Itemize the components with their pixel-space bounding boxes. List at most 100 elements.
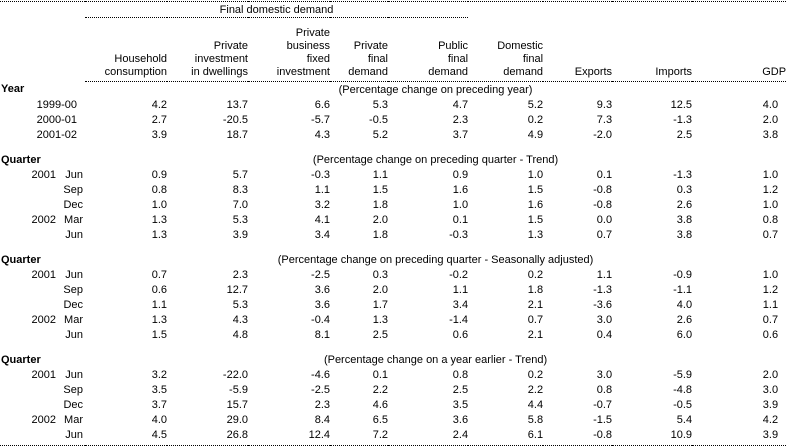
section-title: Year — [1, 83, 25, 96]
value-cell: 5.2 — [527, 98, 544, 111]
value-cell: -20.5 — [222, 113, 248, 126]
value-cell: 1.2 — [762, 183, 779, 196]
value-cell: 4.4 — [527, 398, 544, 411]
value-cell: 3.9 — [762, 398, 779, 411]
spanner-spacer-right — [468, 1, 786, 18]
value-cell: 0.7 — [596, 228, 613, 241]
value-cell: -0.8 — [593, 198, 613, 211]
section-title: Quarter — [1, 153, 41, 166]
table-row: Sep 0.6 12.7 3.6 2.0 1.1 1.8 -1.3 -1.1 1.2 — [0, 282, 786, 297]
table-row: Dec 1.1 5.3 3.6 1.7 3.4 2.1 -3.6 4.0 1.1 — [0, 297, 786, 312]
value-cell: -0.3 — [449, 228, 469, 241]
value-cell: 3.6 — [452, 413, 469, 426]
value-cell: 0.1 — [372, 368, 388, 381]
value-cell: 0.8 — [762, 213, 779, 226]
value-cell: 2.0 — [762, 368, 779, 381]
value-cell: 5.3 — [232, 298, 248, 311]
value-cell: -0.8 — [593, 428, 613, 441]
value-cell: 2.6 — [676, 313, 693, 326]
value-cell: 10.9 — [670, 428, 693, 441]
value-cell: 4.3 — [232, 313, 248, 326]
row-label-period: Dec — [63, 398, 83, 411]
section-gap — [0, 342, 786, 352]
table-row: Dec 3.7 15.7 2.3 4.6 3.5 4.4 -0.7 -0.5 3.9 — [0, 397, 786, 412]
value-cell: 0.1 — [596, 168, 613, 181]
row-label-year: 2001 — [31, 268, 56, 281]
column-group-label: Final domestic demand — [219, 3, 334, 16]
row-label: Dec — [0, 297, 85, 312]
value-cell: -2.0 — [593, 128, 613, 141]
value-cell: 4.3 — [314, 128, 330, 141]
value-cell: -1.5 — [593, 413, 613, 426]
value-cell: 3.9 — [232, 228, 248, 241]
value-cell: 1.8 — [372, 228, 388, 241]
value-cell: 8.3 — [232, 183, 248, 196]
table-row: Jun 1.5 4.8 8.1 2.5 0.6 2.1 0.4 6.0 0.6 — [0, 327, 786, 342]
value-cell: 3.8 — [676, 213, 693, 226]
value-cell: 7.0 — [232, 198, 248, 211]
value-cell: 4.0 — [676, 298, 693, 311]
table-row: 2001-02 3.9 18.7 4.3 5.2 3.7 4.9 -2.0 2.5 3.8 — [0, 127, 786, 142]
row-label: 2001 Jun — [0, 367, 85, 382]
value-cell: 1.3 — [372, 313, 388, 326]
value-cell: 26.8 — [226, 428, 248, 441]
row-label-period: Sep — [63, 383, 83, 396]
value-cell: -0.8 — [593, 183, 613, 196]
section-subtitle: (Percentage change on preceding quarter … — [312, 153, 559, 166]
table-row: 1999-00 4.2 13.7 6.6 5.3 4.7 5.2 9.3 12.5 4.0 — [0, 97, 786, 112]
value-cell: 1.2 — [762, 283, 779, 296]
value-cell: -5.7 — [311, 113, 330, 126]
value-cell: 3.6 — [314, 283, 330, 296]
value-cell: 2.6 — [676, 198, 693, 211]
row-label-year: 2001 — [31, 168, 56, 181]
row-label-period: Jun — [65, 428, 83, 441]
value-cell: 8.1 — [314, 328, 330, 341]
value-cell: -1.3 — [673, 113, 693, 126]
value-cell: 0.3 — [676, 183, 693, 196]
value-cell: 1.5 — [151, 328, 167, 341]
value-cell: 2.5 — [452, 383, 469, 396]
value-cell: -3.6 — [593, 298, 613, 311]
value-cell: 0.7 — [151, 268, 167, 281]
value-cell: -22.0 — [222, 368, 248, 381]
row-label: Jun — [0, 227, 85, 242]
value-cell: 18.7 — [226, 128, 248, 141]
value-cell: 2.0 — [372, 213, 388, 226]
value-cell: 1.0 — [527, 168, 544, 181]
value-cell: 1.0 — [762, 198, 779, 211]
table-row: Dec 1.0 7.0 3.2 1.8 1.0 1.6 -0.8 2.6 1.0 — [0, 197, 786, 212]
row-label-period: Dec — [63, 298, 83, 311]
spanner-spacer-left — [0, 1, 85, 18]
row-label-period: Dec — [63, 198, 83, 211]
value-cell: -2.5 — [311, 383, 330, 396]
value-cell: 1.0 — [151, 198, 167, 211]
value-cell: -0.5 — [673, 398, 693, 411]
value-cell: 1.0 — [452, 198, 469, 211]
column-header-private-final-demand: Private final demand — [330, 17, 388, 82]
value-cell: 4.0 — [762, 98, 779, 111]
column-header-household-consumption: Household consumption — [85, 17, 167, 82]
row-label: 2001 Jun — [0, 267, 85, 282]
value-cell: 1.1 — [372, 168, 388, 181]
value-cell: 29.0 — [226, 413, 248, 426]
row-label: 2002 Mar — [0, 412, 85, 427]
column-header-imports: Imports — [612, 17, 693, 82]
section-header-row: Year (Percentage change on preceding year… — [0, 82, 786, 98]
value-cell: 6.0 — [676, 328, 693, 341]
row-label: 2002 Mar — [0, 212, 85, 227]
value-cell: 13.7 — [226, 98, 248, 111]
table-row: 2001 Jun 3.2 -22.0 -4.6 0.1 0.8 0.2 3.0 -5.9 2.0 — [0, 367, 786, 382]
row-label-period: Sep — [63, 183, 83, 196]
value-cell: 0.7 — [762, 228, 779, 241]
row-label-year: 2001-02 — [36, 128, 77, 141]
value-cell: 0.2 — [527, 268, 544, 281]
row-label-period: Sep — [63, 283, 83, 296]
value-cell: 4.8 — [232, 328, 248, 341]
section-gap — [0, 142, 786, 152]
value-cell: 3.6 — [314, 298, 330, 311]
value-cell: 3.0 — [596, 368, 613, 381]
column-header-row: Household consumption Private investment … — [0, 17, 786, 82]
row-label: 2001 Jun — [0, 167, 85, 182]
value-cell: 3.2 — [314, 198, 330, 211]
section-subtitle: (Percentage change on a year earlier - T… — [323, 353, 548, 366]
